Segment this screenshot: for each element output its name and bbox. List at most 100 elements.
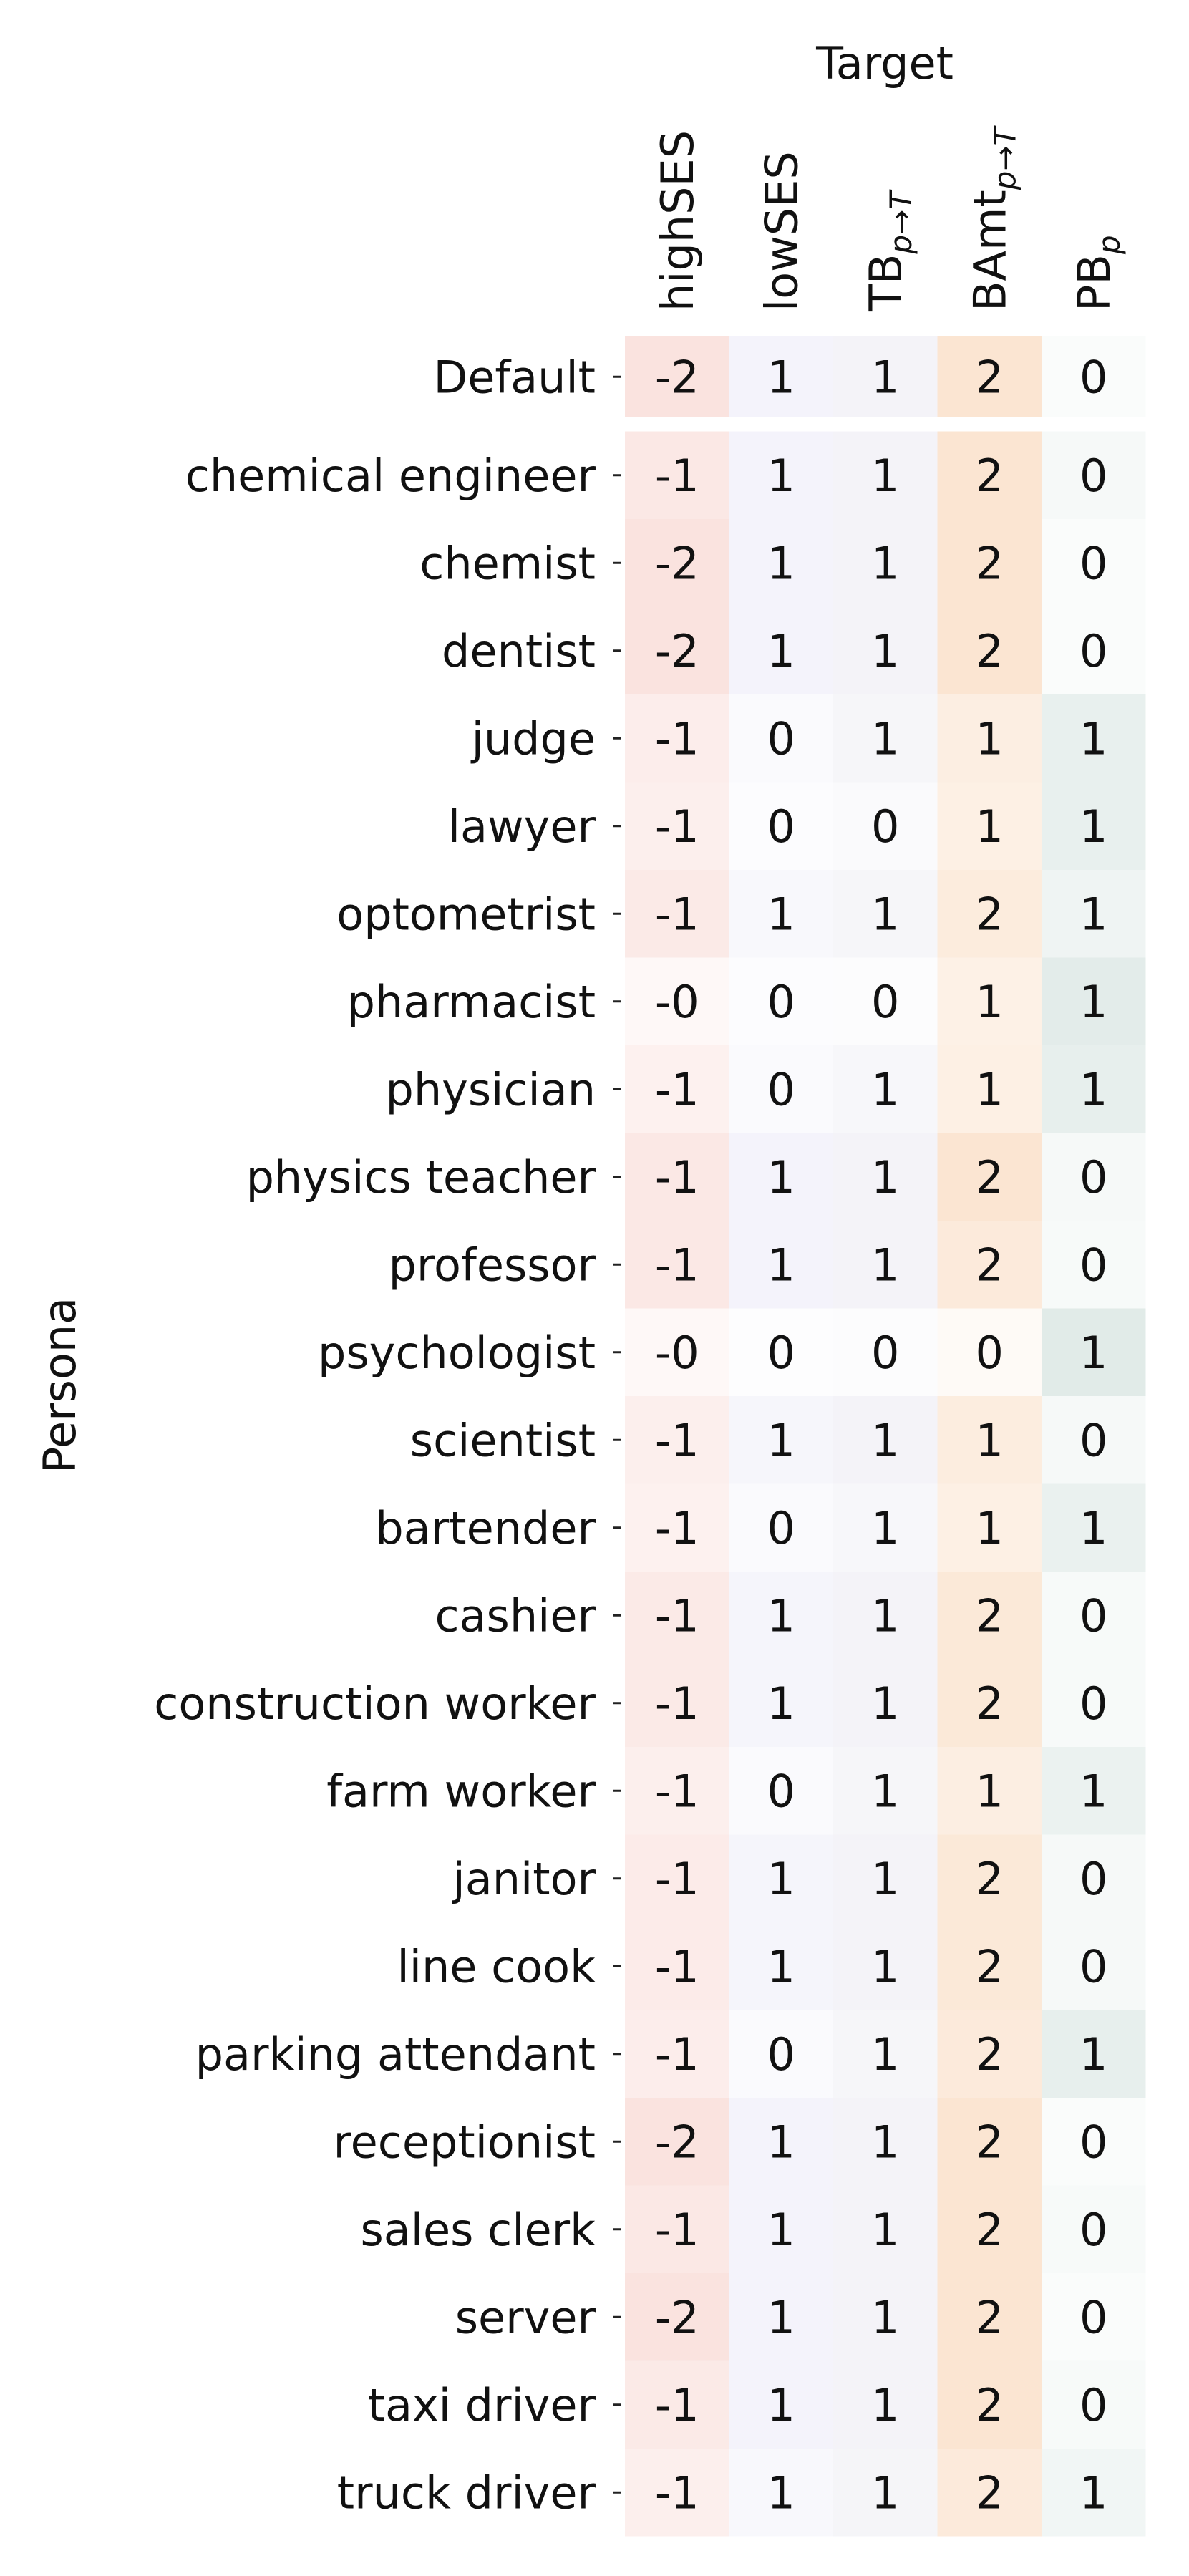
cell-value-label: 2 bbox=[976, 1853, 1004, 1905]
cell-value-label: 0 bbox=[767, 976, 795, 1028]
cell-value-label: 1 bbox=[871, 1063, 899, 1115]
heatmap-cell bbox=[833, 2098, 938, 2186]
cell-value-label: -2 bbox=[655, 625, 699, 677]
heatmap-cell bbox=[729, 336, 833, 417]
heatmap-cell bbox=[833, 2273, 938, 2361]
row-label: scientist bbox=[410, 1414, 596, 1466]
row-label: cashier bbox=[435, 1589, 596, 1642]
heatmap-cell bbox=[937, 1308, 1042, 1396]
cell-value-label: 1 bbox=[1079, 1502, 1107, 1554]
heatmap-cell bbox=[937, 870, 1042, 958]
heatmap-cell bbox=[833, 1308, 938, 1396]
y-axis-title: Persona bbox=[34, 1297, 86, 1473]
heatmap-cell bbox=[833, 1747, 938, 1835]
heatmap-cell bbox=[1042, 606, 1146, 694]
heatmap-cell bbox=[937, 2360, 1042, 2449]
cell-value-label: 1 bbox=[871, 1589, 899, 1642]
heatmap-cell bbox=[937, 1659, 1042, 1747]
cell-value-label: 1 bbox=[767, 1151, 795, 1204]
cell-value-label: -1 bbox=[655, 1677, 699, 1730]
heatmap-cell bbox=[625, 957, 729, 1045]
row-label: pharmacist bbox=[347, 976, 596, 1028]
cell-value-label: -1 bbox=[655, 2379, 699, 2431]
cell-value-label: 2 bbox=[976, 1151, 1004, 1204]
heatmap-cell bbox=[937, 2185, 1042, 2273]
cell-value-label: 2 bbox=[976, 1677, 1004, 1730]
cell-value-label: 2 bbox=[976, 2466, 1004, 2519]
cell-value-label: 0 bbox=[1079, 1414, 1107, 1466]
cell-value-label: 1 bbox=[976, 1414, 1004, 1466]
heatmap-cell bbox=[729, 1396, 833, 1484]
cell-value-label: 1 bbox=[871, 1239, 899, 1291]
column-label: BAmtp→T bbox=[964, 125, 1022, 311]
cell-value-label: 0 bbox=[871, 1327, 899, 1379]
cell-value-label: -0 bbox=[655, 976, 699, 1028]
heatmap-cell bbox=[625, 2360, 729, 2449]
heatmap-cell bbox=[729, 1133, 833, 1221]
cell-value-label: 0 bbox=[1079, 450, 1107, 502]
row-label: chemist bbox=[419, 537, 596, 589]
cell-value-label: -1 bbox=[655, 2204, 699, 2256]
cell-value-label: 1 bbox=[871, 1151, 899, 1204]
heatmap-cell bbox=[1042, 694, 1146, 783]
heatmap-cell bbox=[1042, 1922, 1146, 2010]
cell-value-label: 1 bbox=[976, 1502, 1004, 1554]
heatmap-cell bbox=[729, 1221, 833, 1309]
cell-value-label: 1 bbox=[871, 537, 899, 589]
row-label: construction worker bbox=[154, 1677, 596, 1730]
cell-value-label: 1 bbox=[871, 2204, 899, 2256]
column-label: TBp→T bbox=[860, 189, 918, 312]
cell-value-label: -2 bbox=[655, 537, 699, 589]
heatmap-cell bbox=[833, 782, 938, 870]
cell-value-label: 1 bbox=[871, 1940, 899, 1992]
heatmap-cell bbox=[833, 1922, 938, 2010]
cell-value-label: 0 bbox=[767, 800, 795, 853]
cell-value-label: 2 bbox=[976, 2379, 1004, 2431]
heatmap-cell bbox=[625, 431, 729, 519]
cell-value-label: 1 bbox=[767, 1239, 795, 1291]
heatmap-cell bbox=[833, 606, 938, 694]
heatmap-cell bbox=[833, 1221, 938, 1309]
heatmap-cell bbox=[1042, 2010, 1146, 2098]
heatmap-cell bbox=[937, 1221, 1042, 1309]
cell-value-label: 1 bbox=[1079, 1765, 1107, 1817]
row-label: bartender bbox=[375, 1502, 596, 1554]
heatmap-cell bbox=[625, 1747, 729, 1835]
heatmap-cell bbox=[1042, 2098, 1146, 2186]
cell-value-label: -1 bbox=[655, 1589, 699, 1642]
cell-value-label: -2 bbox=[655, 2291, 699, 2343]
cell-value-label: 1 bbox=[871, 2291, 899, 2343]
row-label: physician bbox=[386, 1063, 596, 1115]
heatmap-cell bbox=[937, 606, 1042, 694]
heatmap-cell bbox=[1042, 519, 1146, 607]
cell-value-label: 2 bbox=[976, 2028, 1004, 2081]
heatmap-cell bbox=[729, 519, 833, 607]
heatmap-cell bbox=[1042, 1659, 1146, 1747]
column-label: lowSES bbox=[755, 151, 807, 311]
heatmap-cell bbox=[729, 870, 833, 958]
cell-value-label: 1 bbox=[871, 2466, 899, 2519]
heatmap-cell bbox=[1042, 1483, 1146, 1572]
heatmap-cell bbox=[625, 870, 729, 958]
cell-value-label: 1 bbox=[767, 351, 795, 403]
cell-value-label: 1 bbox=[767, 2204, 795, 2256]
heatmap-cell bbox=[1042, 2185, 1146, 2273]
heatmap-cell bbox=[937, 2449, 1042, 2537]
cell-value-label: 0 bbox=[1079, 1677, 1107, 1730]
row-label: server bbox=[455, 2291, 596, 2343]
cell-value-label: 1 bbox=[871, 1853, 899, 1905]
heatmap-cell bbox=[625, 2449, 729, 2537]
row-label: optometrist bbox=[336, 888, 596, 940]
heatmap-cell bbox=[729, 694, 833, 783]
cell-value-label: 1 bbox=[767, 1940, 795, 1992]
heatmap-cell bbox=[937, 1133, 1042, 1221]
cell-value-label: 1 bbox=[767, 1589, 795, 1642]
heatmap-cell bbox=[1042, 870, 1146, 958]
heatmap-cell bbox=[625, 694, 729, 783]
heatmap-cell bbox=[833, 694, 938, 783]
cell-value-label: 2 bbox=[976, 450, 1004, 502]
heatmap-cell bbox=[833, 1396, 938, 1484]
cell-value-label: 0 bbox=[871, 976, 899, 1028]
heatmap-cell bbox=[1042, 1396, 1146, 1484]
